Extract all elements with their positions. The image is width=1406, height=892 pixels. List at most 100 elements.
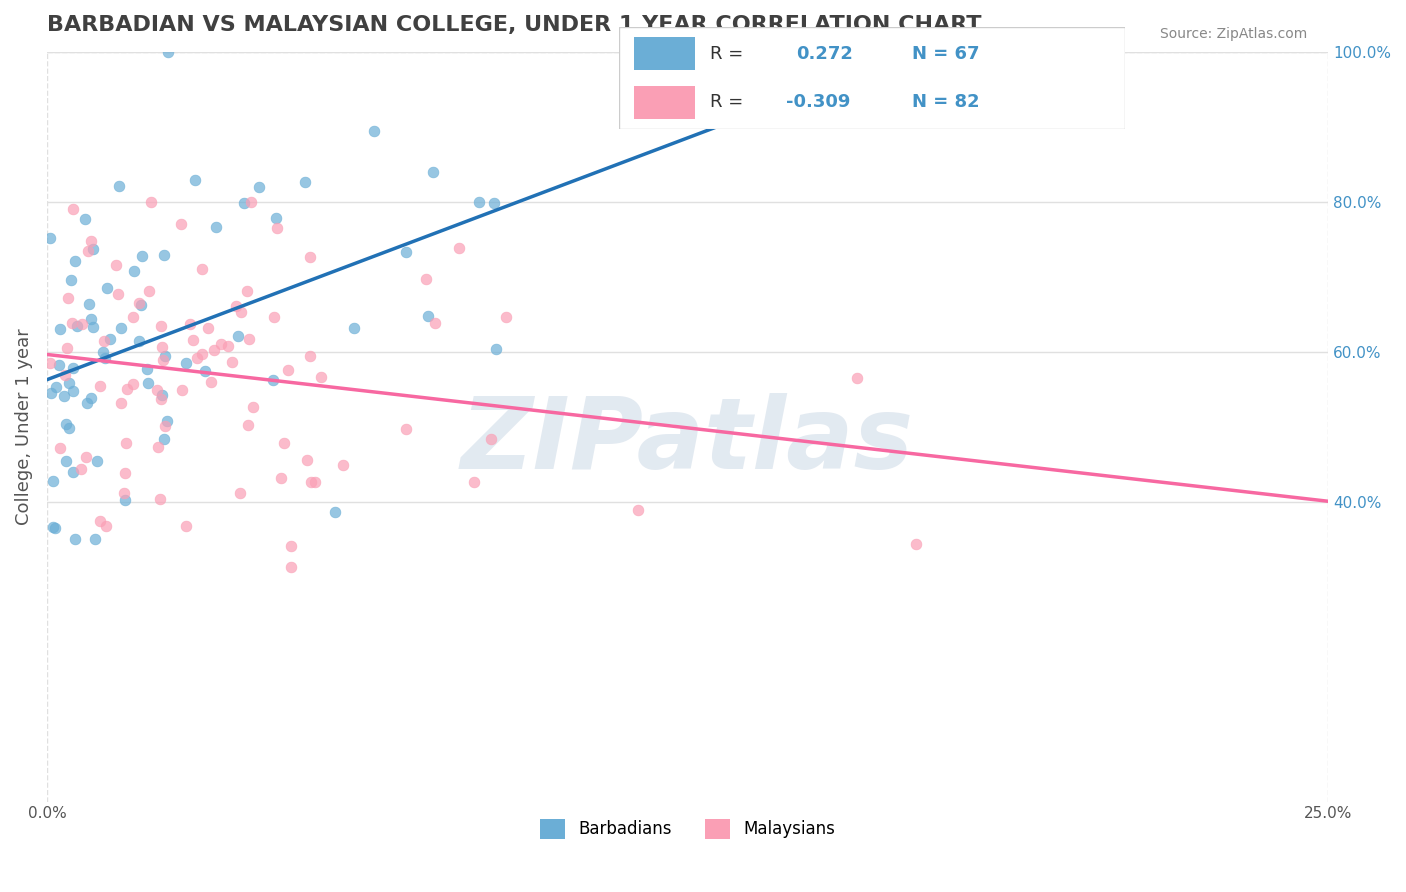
- Point: [395, 422, 418, 436]
- Text: R =: R =: [710, 45, 742, 63]
- Point: [89, 514, 111, 528]
- Point: [299, 475, 322, 489]
- Point: [332, 458, 354, 472]
- Point: [176, 519, 198, 533]
- Point: [273, 436, 295, 450]
- Point: [240, 194, 263, 209]
- Point: [200, 375, 222, 389]
- Point: [80, 235, 103, 249]
- Point: [152, 340, 174, 354]
- Point: [191, 347, 214, 361]
- Point: [191, 261, 214, 276]
- FancyBboxPatch shape: [619, 27, 1125, 129]
- Point: [128, 296, 150, 310]
- Point: [38, 231, 60, 245]
- Point: [627, 503, 650, 517]
- Point: [122, 377, 145, 392]
- Text: Source: ZipAtlas.com: Source: ZipAtlas.com: [1160, 27, 1308, 41]
- Point: [209, 337, 232, 351]
- Point: [49, 322, 72, 336]
- Point: [55, 341, 77, 355]
- Point: [449, 241, 471, 255]
- Point: [52, 388, 75, 402]
- Point: [139, 194, 162, 209]
- Point: [62, 360, 84, 375]
- Point: [468, 195, 491, 210]
- Point: [146, 440, 169, 454]
- Text: -0.309: -0.309: [786, 93, 851, 111]
- Point: [221, 355, 243, 369]
- Point: [153, 349, 176, 363]
- Point: [186, 351, 208, 366]
- Point: [128, 334, 150, 348]
- Point: [114, 466, 136, 480]
- Point: [65, 254, 87, 268]
- Point: [114, 493, 136, 508]
- Point: [72, 317, 94, 331]
- Point: [463, 475, 485, 490]
- Point: [152, 432, 174, 446]
- Point: [179, 318, 201, 332]
- Point: [60, 316, 83, 330]
- Point: [94, 351, 117, 365]
- Point: [108, 179, 131, 194]
- Point: [93, 334, 115, 348]
- Point: [58, 376, 80, 391]
- Point: [48, 441, 70, 455]
- Point: [138, 284, 160, 298]
- Point: [66, 319, 89, 334]
- Point: [423, 316, 446, 330]
- Point: [44, 520, 66, 534]
- Text: R =: R =: [710, 93, 742, 111]
- Point: [202, 343, 225, 357]
- Point: [110, 396, 132, 410]
- Point: [304, 475, 326, 490]
- Point: [263, 310, 285, 324]
- Point: [299, 250, 322, 264]
- Point: [298, 349, 321, 363]
- Point: [62, 202, 84, 216]
- Point: [98, 332, 121, 346]
- Point: [238, 332, 260, 346]
- Point: [183, 173, 205, 187]
- Point: [62, 465, 84, 479]
- Point: [149, 318, 172, 333]
- Point: [294, 175, 316, 189]
- Text: N = 67: N = 67: [912, 45, 980, 63]
- Point: [904, 536, 927, 550]
- Point: [270, 471, 292, 485]
- Point: [149, 392, 172, 406]
- Point: [39, 356, 62, 370]
- Point: [229, 486, 252, 500]
- Point: [236, 284, 259, 298]
- Point: [149, 492, 172, 507]
- Point: [204, 219, 226, 234]
- Point: [110, 321, 132, 335]
- Point: [104, 258, 127, 272]
- Point: [157, 45, 180, 59]
- Point: [311, 369, 333, 384]
- Point: [277, 363, 299, 377]
- Point: [89, 378, 111, 392]
- Point: [226, 328, 249, 343]
- Text: N = 82: N = 82: [912, 93, 980, 111]
- Point: [136, 362, 159, 376]
- Point: [114, 436, 136, 450]
- Point: [86, 454, 108, 468]
- Point: [297, 453, 319, 467]
- Point: [115, 382, 138, 396]
- Point: [145, 383, 167, 397]
- Point: [82, 242, 104, 256]
- Point: [75, 211, 97, 226]
- Point: [150, 388, 173, 402]
- Point: [416, 309, 439, 323]
- Point: [247, 180, 270, 194]
- Point: [155, 418, 177, 433]
- Point: [262, 373, 284, 387]
- Point: [264, 211, 287, 225]
- Point: [231, 305, 253, 319]
- Point: [112, 486, 135, 500]
- Point: [42, 519, 65, 533]
- Point: [83, 532, 105, 546]
- Point: [495, 310, 517, 324]
